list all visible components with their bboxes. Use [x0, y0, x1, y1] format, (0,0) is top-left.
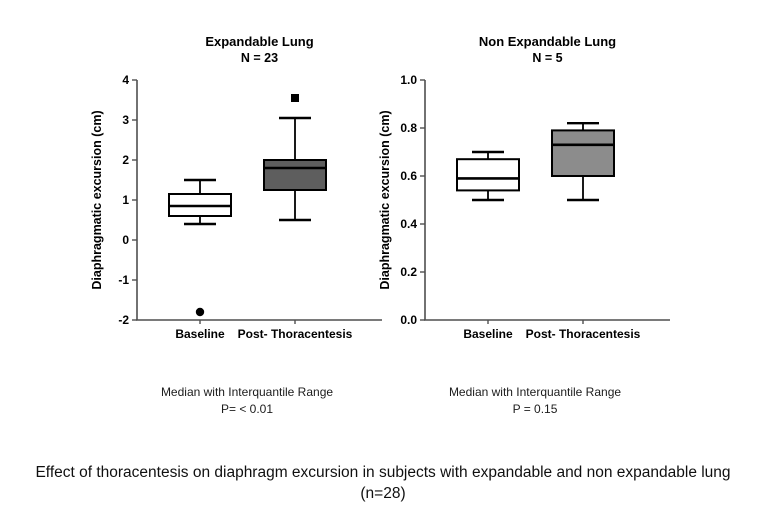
boxplot-svg-0: Expandable Lung N = 23 4 3 2 1 0 -1 -2 Diaphragma…: [90, 34, 382, 341]
x-category-label: Baseline: [463, 327, 513, 341]
y-tick-label: 4: [122, 73, 129, 87]
note-expandable-pvalue: P= < 0.01: [220, 402, 274, 416]
figure-caption: Effect of thoracentesis on diaphragm exc…: [0, 462, 766, 504]
y-tick-label: 1.0: [400, 73, 417, 87]
y-tick-label: 0.6: [400, 169, 417, 183]
y-tick-label: -2: [118, 313, 129, 327]
note-non-expandable-line1: Median with Interquantile Range: [448, 385, 622, 399]
y-tick-label: 0.0: [400, 313, 417, 327]
note-non-expandable: Median with Interquantile Range P = 0.15: [385, 384, 685, 418]
y-tick-label: 2: [122, 153, 129, 167]
chart-subtitle: N = 23: [241, 51, 278, 65]
y-tick-label: 0.2: [400, 265, 417, 279]
note-expandable-line1: Median with Interquantile Range: [160, 385, 334, 399]
y-tick-label: 0.8: [400, 121, 417, 135]
y-tick-label: 1: [122, 193, 129, 207]
figure-caption-line1: Effect of thoracentesis on diaphragm exc…: [35, 464, 731, 481]
note-non-expandable-pvalue: P = 0.15: [512, 402, 558, 416]
outlier-circle: [195, 307, 205, 317]
chart-title: Expandable Lung: [205, 34, 313, 49]
note-expandable: Median with Interquantile Range P= < 0.0…: [97, 384, 397, 418]
x-category-label: Post- Thoracentesis: [526, 327, 641, 341]
y-tick-label: -1: [118, 273, 129, 287]
boxplot-svg-1: Non Expandable Lung N = 5 1.0 0.8 0.6 0.4 0.2 0…: [378, 34, 670, 341]
iqr-box: [456, 158, 520, 192]
chart-title: Non Expandable Lung: [479, 34, 616, 49]
iqr-box: [551, 129, 615, 177]
y-tick-label: 3: [122, 113, 129, 127]
iqr-box: [263, 159, 327, 191]
chart-subtitle: N = 5: [532, 51, 562, 65]
boxplot-non-expandable-lung: Non Expandable Lung N = 5 1.0 0.8 0.6 0.4 0.2 0…: [375, 22, 685, 360]
y-axis-label: Diaphragmatic excursion (cm): [378, 110, 392, 289]
y-tick-label: 0: [122, 233, 129, 247]
boxplot-expandable-lung: Expandable Lung N = 23 4 3 2 1 0 -1 -2 Diaphragma…: [87, 22, 397, 360]
figure-caption-line2: (n=28): [360, 485, 406, 502]
y-tick-label: 0.4: [400, 217, 417, 231]
x-category-label: Baseline: [175, 327, 225, 341]
y-axis-label: Diaphragmatic excursion (cm): [90, 110, 104, 289]
outlier-square: [291, 94, 299, 102]
x-category-label: Post- Thoracentesis: [238, 327, 353, 341]
